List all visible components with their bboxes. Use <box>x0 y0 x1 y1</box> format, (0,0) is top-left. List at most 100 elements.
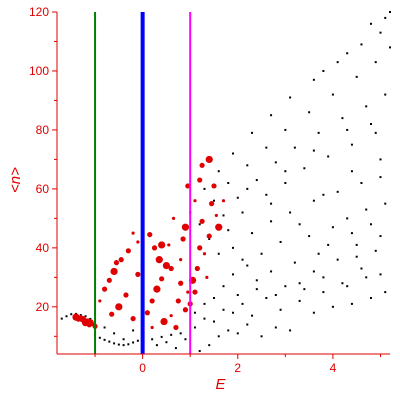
data-point-series-0-27 <box>184 338 187 341</box>
data-point-series-1-22 <box>185 183 191 189</box>
data-point-series-0-149 <box>312 149 315 152</box>
data-point-series-0-108 <box>355 75 358 78</box>
data-point-series-0-103 <box>246 164 249 167</box>
data-point-series-0-66 <box>260 252 263 255</box>
data-point-series-0-107 <box>331 93 334 96</box>
data-point-series-1-46 <box>109 311 115 317</box>
data-point-series-1-52 <box>199 218 205 224</box>
data-point-series-0-46 <box>298 299 301 302</box>
x-tick-label-0: 0 <box>139 361 146 375</box>
data-point-series-0-96 <box>317 131 320 134</box>
data-point-series-0-45 <box>279 308 282 311</box>
data-point-series-1-16 <box>118 257 124 263</box>
data-point-series-0-63 <box>355 243 358 246</box>
data-point-series-1-8 <box>75 316 82 322</box>
data-point-series-0-140 <box>298 223 301 226</box>
data-point-series-0-0 <box>60 317 63 320</box>
x-axis-title: E <box>215 376 226 393</box>
data-point-series-0-130 <box>298 282 301 285</box>
data-point-series-0-80 <box>379 176 382 179</box>
data-point-series-0-153 <box>241 258 244 261</box>
data-point-series-1-47 <box>123 292 129 298</box>
data-point-series-0-18 <box>170 333 173 336</box>
data-point-series-0-67 <box>279 240 282 243</box>
data-point-series-0-60 <box>293 261 296 264</box>
data-point-series-0-9 <box>108 340 111 343</box>
data-point-series-1-38 <box>182 307 189 313</box>
data-point-series-0-84 <box>265 193 268 196</box>
data-point-series-0-133 <box>365 276 368 279</box>
data-point-series-0-121 <box>379 31 382 34</box>
data-point-series-0-56 <box>360 267 363 270</box>
data-point-series-1-39 <box>169 314 173 318</box>
data-point-series-0-54 <box>322 276 325 279</box>
data-point-series-1-60 <box>162 261 171 270</box>
data-point-series-0-142 <box>246 187 249 190</box>
data-point-series-0-147 <box>369 123 372 126</box>
data-point-series-0-24 <box>155 344 158 347</box>
data-point-series-0-28 <box>198 350 201 353</box>
data-point-series-0-14 <box>132 341 135 344</box>
data-point-series-0-16 <box>151 338 154 341</box>
data-point-series-1-19 <box>147 231 153 238</box>
data-point-series-1-15 <box>110 267 118 276</box>
data-point-series-1-18 <box>136 240 140 244</box>
data-point-series-1-30 <box>153 285 161 293</box>
data-point-series-1-57 <box>205 275 209 279</box>
data-point-series-0-12 <box>122 344 125 347</box>
data-point-series-0-126 <box>389 11 391 13</box>
data-point-series-1-68 <box>113 260 120 266</box>
data-point-series-0-42 <box>241 302 244 305</box>
data-point-series-0-87 <box>327 155 330 158</box>
data-point-series-0-51 <box>384 291 387 294</box>
data-point-series-1-55 <box>215 223 223 231</box>
data-point-series-0-74 <box>251 232 254 235</box>
data-point-series-0-59 <box>270 270 273 273</box>
data-point-series-0-33 <box>246 323 249 326</box>
data-point-series-0-35 <box>274 326 277 329</box>
data-point-series-0-4 <box>79 314 82 317</box>
data-point-series-1-44 <box>130 316 136 322</box>
y-axis-title: <n> <box>7 167 24 193</box>
data-point-series-0-61 <box>317 252 320 255</box>
data-point-series-0-30 <box>217 335 220 338</box>
data-point-series-0-36 <box>289 329 292 332</box>
data-point-series-0-110 <box>389 46 391 49</box>
y-tick-label-4: 100 <box>29 64 49 78</box>
data-point-series-0-145 <box>350 170 353 173</box>
data-point-series-1-40 <box>160 317 168 326</box>
data-point-series-0-57 <box>379 273 382 276</box>
data-point-series-0-144 <box>322 193 325 196</box>
data-point-series-0-69 <box>331 226 334 229</box>
data-point-series-0-139 <box>327 243 330 246</box>
data-point-series-1-65 <box>205 155 213 164</box>
data-point-series-0-124 <box>369 22 372 25</box>
data-point-series-1-20 <box>158 241 166 249</box>
data-point-series-1-29 <box>159 276 165 282</box>
data-point-series-0-132 <box>346 285 349 288</box>
data-point-series-0-58 <box>255 279 258 282</box>
data-point-series-0-20 <box>103 326 106 329</box>
data-point-series-1-13 <box>101 286 108 292</box>
data-point-series-0-73 <box>232 246 235 249</box>
data-point-series-0-120 <box>360 43 363 46</box>
data-point-series-0-78 <box>336 190 339 193</box>
data-point-series-0-97 <box>341 117 344 120</box>
data-point-series-0-13 <box>127 343 130 346</box>
data-point-series-1-34 <box>194 265 200 272</box>
data-point-series-1-59 <box>178 280 184 286</box>
data-point-series-0-118 <box>312 78 315 81</box>
data-point-series-1-27 <box>179 258 183 262</box>
data-point-series-0-38 <box>203 317 206 320</box>
data-point-series-0-77 <box>312 199 315 202</box>
data-point-series-0-29 <box>208 344 211 347</box>
data-point-series-0-129 <box>274 294 277 297</box>
data-point-series-1-45 <box>115 303 123 311</box>
data-point-series-0-26 <box>174 347 177 350</box>
data-point-series-0-7 <box>98 336 101 339</box>
data-point-series-0-125 <box>384 16 387 19</box>
data-point-series-0-86 <box>303 167 306 170</box>
data-point-series-1-56 <box>206 233 212 239</box>
data-point-series-0-81 <box>217 252 220 255</box>
data-point-series-1-63 <box>131 231 135 235</box>
